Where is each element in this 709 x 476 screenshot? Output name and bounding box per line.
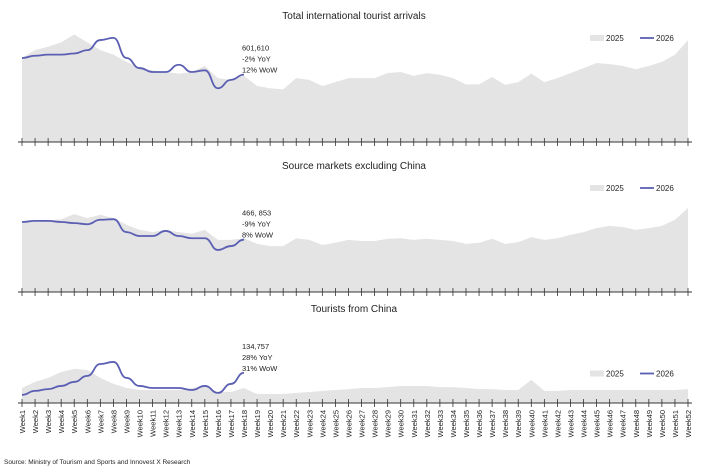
legend-label: 2026 xyxy=(656,370,674,379)
legend-label: 2025 xyxy=(606,370,624,379)
x-tick-label: Week21 xyxy=(279,410,288,437)
x-tick-label: Week52 xyxy=(684,410,693,437)
annotation: 466, 853 xyxy=(242,209,271,218)
line xyxy=(21,36,245,90)
x-tick-label: Week16 xyxy=(214,410,223,437)
x-tick-label: Week29 xyxy=(384,410,393,437)
annotation: 601,610 xyxy=(242,44,269,53)
x-tick-label: Week13 xyxy=(175,410,184,437)
x-tick-label: Week41 xyxy=(540,410,549,437)
x-tick-label: Week36 xyxy=(475,410,484,437)
x-tick-label: Week1 xyxy=(18,410,27,433)
source: Source: Ministry of Tourism and Sports a… xyxy=(4,459,191,466)
x-tick-label: Week15 xyxy=(201,410,210,437)
x-tick-label: Week47 xyxy=(619,410,628,437)
x-tick-label: Week25 xyxy=(331,410,340,437)
x-tick-label: Week24 xyxy=(318,410,327,437)
x-tick-label: Week51 xyxy=(671,410,680,437)
x-tick-label: Week31 xyxy=(410,410,419,437)
x-tick-label: Week45 xyxy=(593,410,602,437)
legend-label: 2026 xyxy=(656,184,674,193)
x-tick-label: Week30 xyxy=(397,410,406,437)
x-tick-label: Week33 xyxy=(436,410,445,437)
x-tick-label: Week12 xyxy=(162,410,171,437)
chart-title: Total international tourist arrivals xyxy=(282,11,425,22)
x-tick-label: Week19 xyxy=(253,410,262,437)
legend-swatch xyxy=(590,185,604,191)
x-tick-label: Week11 xyxy=(149,410,158,437)
x-tick-label: Week43 xyxy=(566,410,575,437)
x-tick-label: Week28 xyxy=(371,410,380,437)
annotation: 134,757 xyxy=(242,342,269,351)
x-tick-label: Week34 xyxy=(449,410,458,437)
legend-swatch xyxy=(590,370,604,377)
area xyxy=(22,368,688,403)
x-tick-label: Week44 xyxy=(580,410,589,437)
annotation: 12% WoW xyxy=(242,66,278,75)
x-tick-label: Week42 xyxy=(553,410,562,437)
legend-label: 2025 xyxy=(606,184,624,193)
annotation: 31% WoW xyxy=(242,364,278,373)
x-tick-label: Week10 xyxy=(136,410,145,437)
x-tick-label: Week9 xyxy=(122,410,131,433)
x-tick-label: Week37 xyxy=(488,410,497,437)
area xyxy=(22,34,688,143)
annotation: -2% YoY xyxy=(242,55,271,64)
x-tick-label: Week23 xyxy=(305,410,314,437)
x-tick-label: Week39 xyxy=(514,410,523,437)
x-tick-label: Week20 xyxy=(266,410,275,437)
x-tick-label: Week46 xyxy=(606,410,615,437)
x-tick-label: Week14 xyxy=(188,410,197,437)
x-tick-label: Week49 xyxy=(645,410,654,437)
annotation: 28% YoY xyxy=(242,353,272,362)
area xyxy=(22,208,688,292)
legend-swatch xyxy=(590,35,604,41)
x-tick-label: Week5 xyxy=(70,410,79,433)
x-tick-label: Week4 xyxy=(57,410,66,433)
x-tick-label: Week18 xyxy=(240,410,249,437)
x-tick-label: Week50 xyxy=(658,410,667,437)
chart-title: Source markets excluding China xyxy=(282,161,426,172)
x-tick-label: Week48 xyxy=(632,410,641,437)
legend-label: 2026 xyxy=(656,34,674,43)
x-tick-label: Week27 xyxy=(358,410,367,437)
x-tick-label: Week26 xyxy=(344,410,353,437)
x-tick-label: Week40 xyxy=(527,410,536,437)
x-tick-label: Week38 xyxy=(501,410,510,437)
line xyxy=(21,361,245,396)
x-tick-label: Week35 xyxy=(462,410,471,437)
x-tick-label: Week6 xyxy=(83,410,92,433)
chart-title: Tourists from China xyxy=(311,304,398,315)
annotation: 8% WoW xyxy=(242,231,274,240)
line xyxy=(21,218,245,251)
x-tick-label: Week17 xyxy=(227,410,236,437)
legend-label: 2025 xyxy=(606,34,624,43)
x-tick-label: Week7 xyxy=(96,410,105,433)
x-tick-label: Week3 xyxy=(44,410,53,433)
annotation: -9% YoY xyxy=(242,220,271,229)
x-tick-label: Week22 xyxy=(292,410,301,437)
x-tick-label: Week32 xyxy=(423,410,432,437)
x-tick-label: Week2 xyxy=(31,410,40,433)
x-tick-label: Week8 xyxy=(109,410,118,433)
